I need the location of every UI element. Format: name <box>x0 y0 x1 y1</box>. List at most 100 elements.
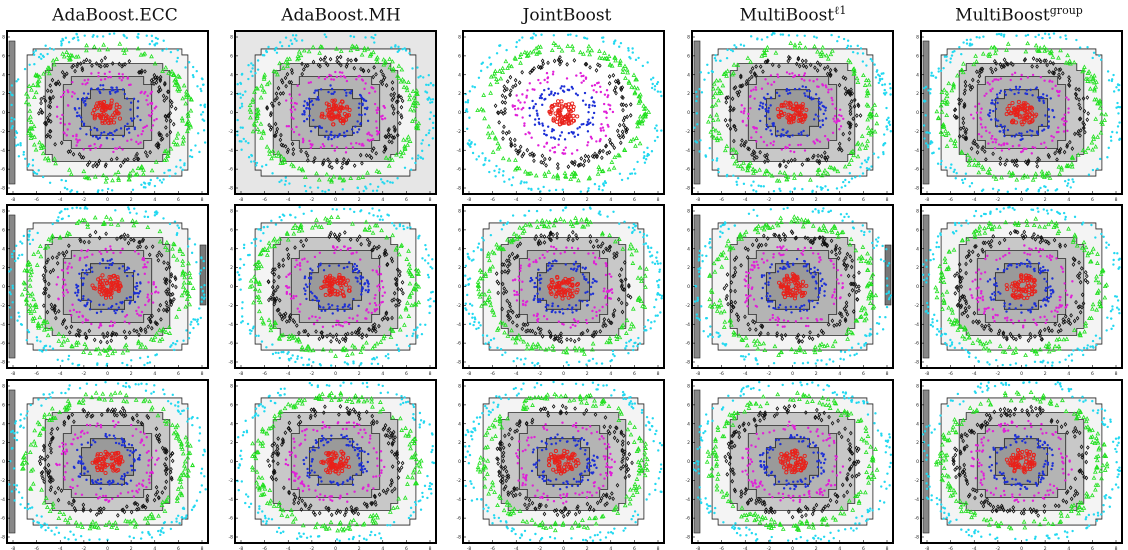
data-point <box>1066 184 1069 187</box>
x-tick-label: 6 <box>177 197 180 203</box>
data-point <box>285 99 288 102</box>
data-point <box>502 170 505 173</box>
data-point <box>595 90 598 94</box>
data-point <box>974 59 979 64</box>
data-point <box>800 133 803 136</box>
data-point <box>799 143 802 146</box>
data-point <box>37 55 41 59</box>
data-point <box>323 135 327 139</box>
data-point <box>1107 146 1110 150</box>
data-point <box>543 88 546 92</box>
data-point <box>73 68 77 74</box>
data-point <box>194 144 197 147</box>
data-point <box>359 277 363 281</box>
data-point <box>179 159 182 162</box>
data-point <box>41 54 45 58</box>
data-point <box>1002 57 1007 63</box>
data-point <box>73 254 76 258</box>
data-point <box>360 160 364 166</box>
data-point <box>240 72 244 76</box>
data-point <box>27 330 31 334</box>
data-point <box>371 74 376 80</box>
data-point <box>1004 47 1009 52</box>
data-point <box>1077 102 1081 107</box>
data-point <box>399 67 405 72</box>
data-point <box>703 78 706 81</box>
data-point <box>345 320 348 324</box>
data-point <box>391 66 396 71</box>
data-point <box>262 89 267 94</box>
data-point <box>43 345 46 348</box>
data-point <box>429 111 432 114</box>
data-point <box>355 141 358 145</box>
data-point <box>342 156 346 162</box>
data-point <box>628 113 633 118</box>
data-point <box>64 179 68 183</box>
data-point <box>961 61 966 66</box>
data-point <box>154 80 159 85</box>
data-point <box>643 155 646 158</box>
data-point <box>716 97 721 103</box>
data-point <box>1024 92 1027 95</box>
data-point <box>991 102 994 105</box>
data-point <box>813 65 817 71</box>
data-point <box>273 49 277 52</box>
data-point <box>527 187 530 190</box>
data-point <box>934 76 938 79</box>
data-point <box>300 167 306 173</box>
data-point <box>548 189 551 192</box>
data-point <box>715 159 719 162</box>
data-point <box>964 172 968 175</box>
data-point <box>341 71 344 74</box>
data-point <box>250 62 253 65</box>
data-point <box>1076 130 1080 136</box>
data-point <box>409 168 413 171</box>
data-point <box>848 102 852 107</box>
data-point <box>104 247 107 251</box>
data-point <box>267 122 271 128</box>
data-point <box>90 322 93 326</box>
data-point <box>20 253 24 257</box>
data-point <box>365 187 368 190</box>
data-point <box>94 163 99 169</box>
data-point <box>200 256 203 259</box>
data-point <box>375 120 378 123</box>
data-point <box>160 136 165 142</box>
data-point <box>881 83 884 87</box>
data-point <box>1098 54 1101 57</box>
data-point <box>631 72 637 77</box>
data-point <box>276 85 281 91</box>
data-point <box>387 139 392 144</box>
data-point <box>143 363 146 367</box>
data-point <box>969 44 972 47</box>
data-point <box>159 137 164 143</box>
data-point <box>348 303 351 307</box>
data-point <box>842 37 846 41</box>
data-point <box>31 123 37 129</box>
data-point <box>1087 86 1093 91</box>
data-point <box>770 83 773 86</box>
data-point <box>1037 57 1042 63</box>
data-point <box>350 128 354 131</box>
data-point <box>367 153 372 159</box>
data-point <box>310 272 313 275</box>
data-point <box>802 129 805 133</box>
data-point <box>56 276 60 279</box>
data-point <box>490 149 496 154</box>
data-point <box>331 174 337 179</box>
data-point <box>77 315 81 319</box>
data-point <box>616 80 621 85</box>
data-point <box>613 40 616 44</box>
data-point <box>378 303 381 307</box>
data-point <box>552 128 556 132</box>
data-point <box>715 137 720 143</box>
data-point <box>725 123 730 128</box>
data-point <box>511 105 515 108</box>
data-point <box>1001 63 1006 69</box>
data-point <box>145 34 148 37</box>
data-point <box>356 314 359 317</box>
data-point <box>1066 129 1069 133</box>
data-point <box>414 161 417 165</box>
data-point <box>885 106 888 110</box>
